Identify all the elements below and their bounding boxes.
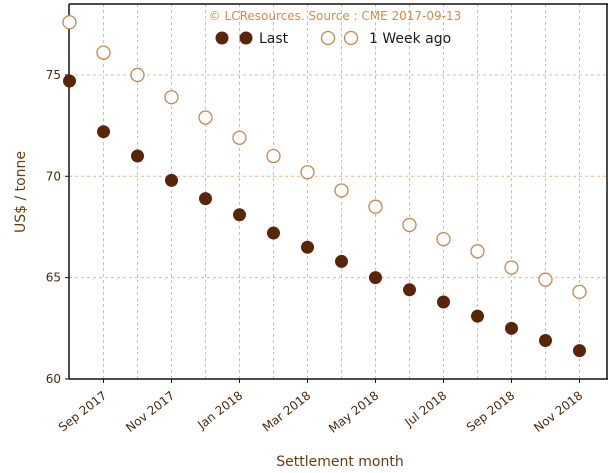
data-point-last (335, 254, 348, 268)
data-point-week-ago (470, 244, 485, 259)
data-point-week-ago (198, 110, 213, 125)
data-point-last (437, 295, 450, 309)
data-point-week-ago (96, 45, 111, 60)
data-point-week-ago (334, 183, 349, 198)
source-annotation: © LCResources. Source : CME 2017-09-13 (209, 9, 462, 23)
x-axis-ticks: Sep 2017 Nov 2017 Jan 2018 Mar 2018 May 2018… (56, 379, 585, 436)
data-point-week-ago (436, 231, 451, 247)
x-tick-label: Jul 2018 (401, 388, 449, 430)
y-tick-label: 75 (46, 68, 61, 82)
x-tick-label: Sep 2018 (464, 388, 518, 434)
x-tick-label: Nov 2018 (531, 388, 585, 435)
x-tick-label: Sep 2017 (56, 388, 110, 434)
x-tick-label: Jan 2018 (194, 388, 245, 432)
data-point-week-ago (572, 284, 587, 299)
data-point-last (233, 208, 246, 222)
data-point-last (97, 125, 110, 139)
data-point-last (403, 283, 416, 297)
data-point-last (267, 226, 280, 240)
data-point-week-ago (504, 260, 519, 275)
y-axis-ticks: 60 65 70 75 (46, 68, 69, 386)
data-point-last (165, 173, 178, 187)
legend-marker-last (215, 31, 229, 45)
x-tick-label: Mar 2018 (260, 388, 314, 434)
x-axis-title: Settlement month (276, 454, 403, 470)
data-point-last (301, 240, 314, 254)
data-point-last (471, 309, 484, 323)
data-point-week-ago (130, 67, 145, 83)
data-point-week-ago (368, 199, 383, 214)
legend: Last 1 Week ago (215, 30, 451, 47)
legend-label-week-ago: 1 Week ago (369, 31, 451, 47)
data-point-last (573, 344, 586, 358)
x-tick-label: May 2018 (326, 388, 381, 435)
legend-marker-last (239, 31, 253, 45)
grid (69, 4, 608, 379)
plot-frame (68, 3, 608, 380)
y-tick-label: 60 (46, 372, 61, 386)
x-tick-label: Nov 2017 (123, 388, 177, 435)
legend-marker-week-ago (343, 30, 359, 46)
data-point-week-ago (402, 217, 417, 233)
data-point-last (505, 321, 518, 335)
data-point-week-ago (232, 130, 247, 145)
data-point-last (63, 74, 76, 88)
y-tick-label: 65 (46, 271, 61, 285)
data-point-week-ago (164, 90, 179, 105)
data-point-last (199, 192, 212, 206)
data-point-week-ago (266, 148, 281, 164)
data-point-week-ago (62, 15, 77, 30)
data-point-last (539, 333, 552, 347)
data-points (62, 15, 587, 358)
data-point-week-ago (300, 165, 315, 180)
data-point-week-ago (538, 272, 553, 287)
y-tick-label: 70 (46, 169, 61, 183)
data-point-last (131, 149, 144, 163)
legend-label-last: Last (259, 31, 289, 47)
legend-marker-week-ago (320, 30, 336, 46)
data-point-last (369, 271, 382, 285)
y-axis-title: US$ / tonne (13, 151, 29, 233)
